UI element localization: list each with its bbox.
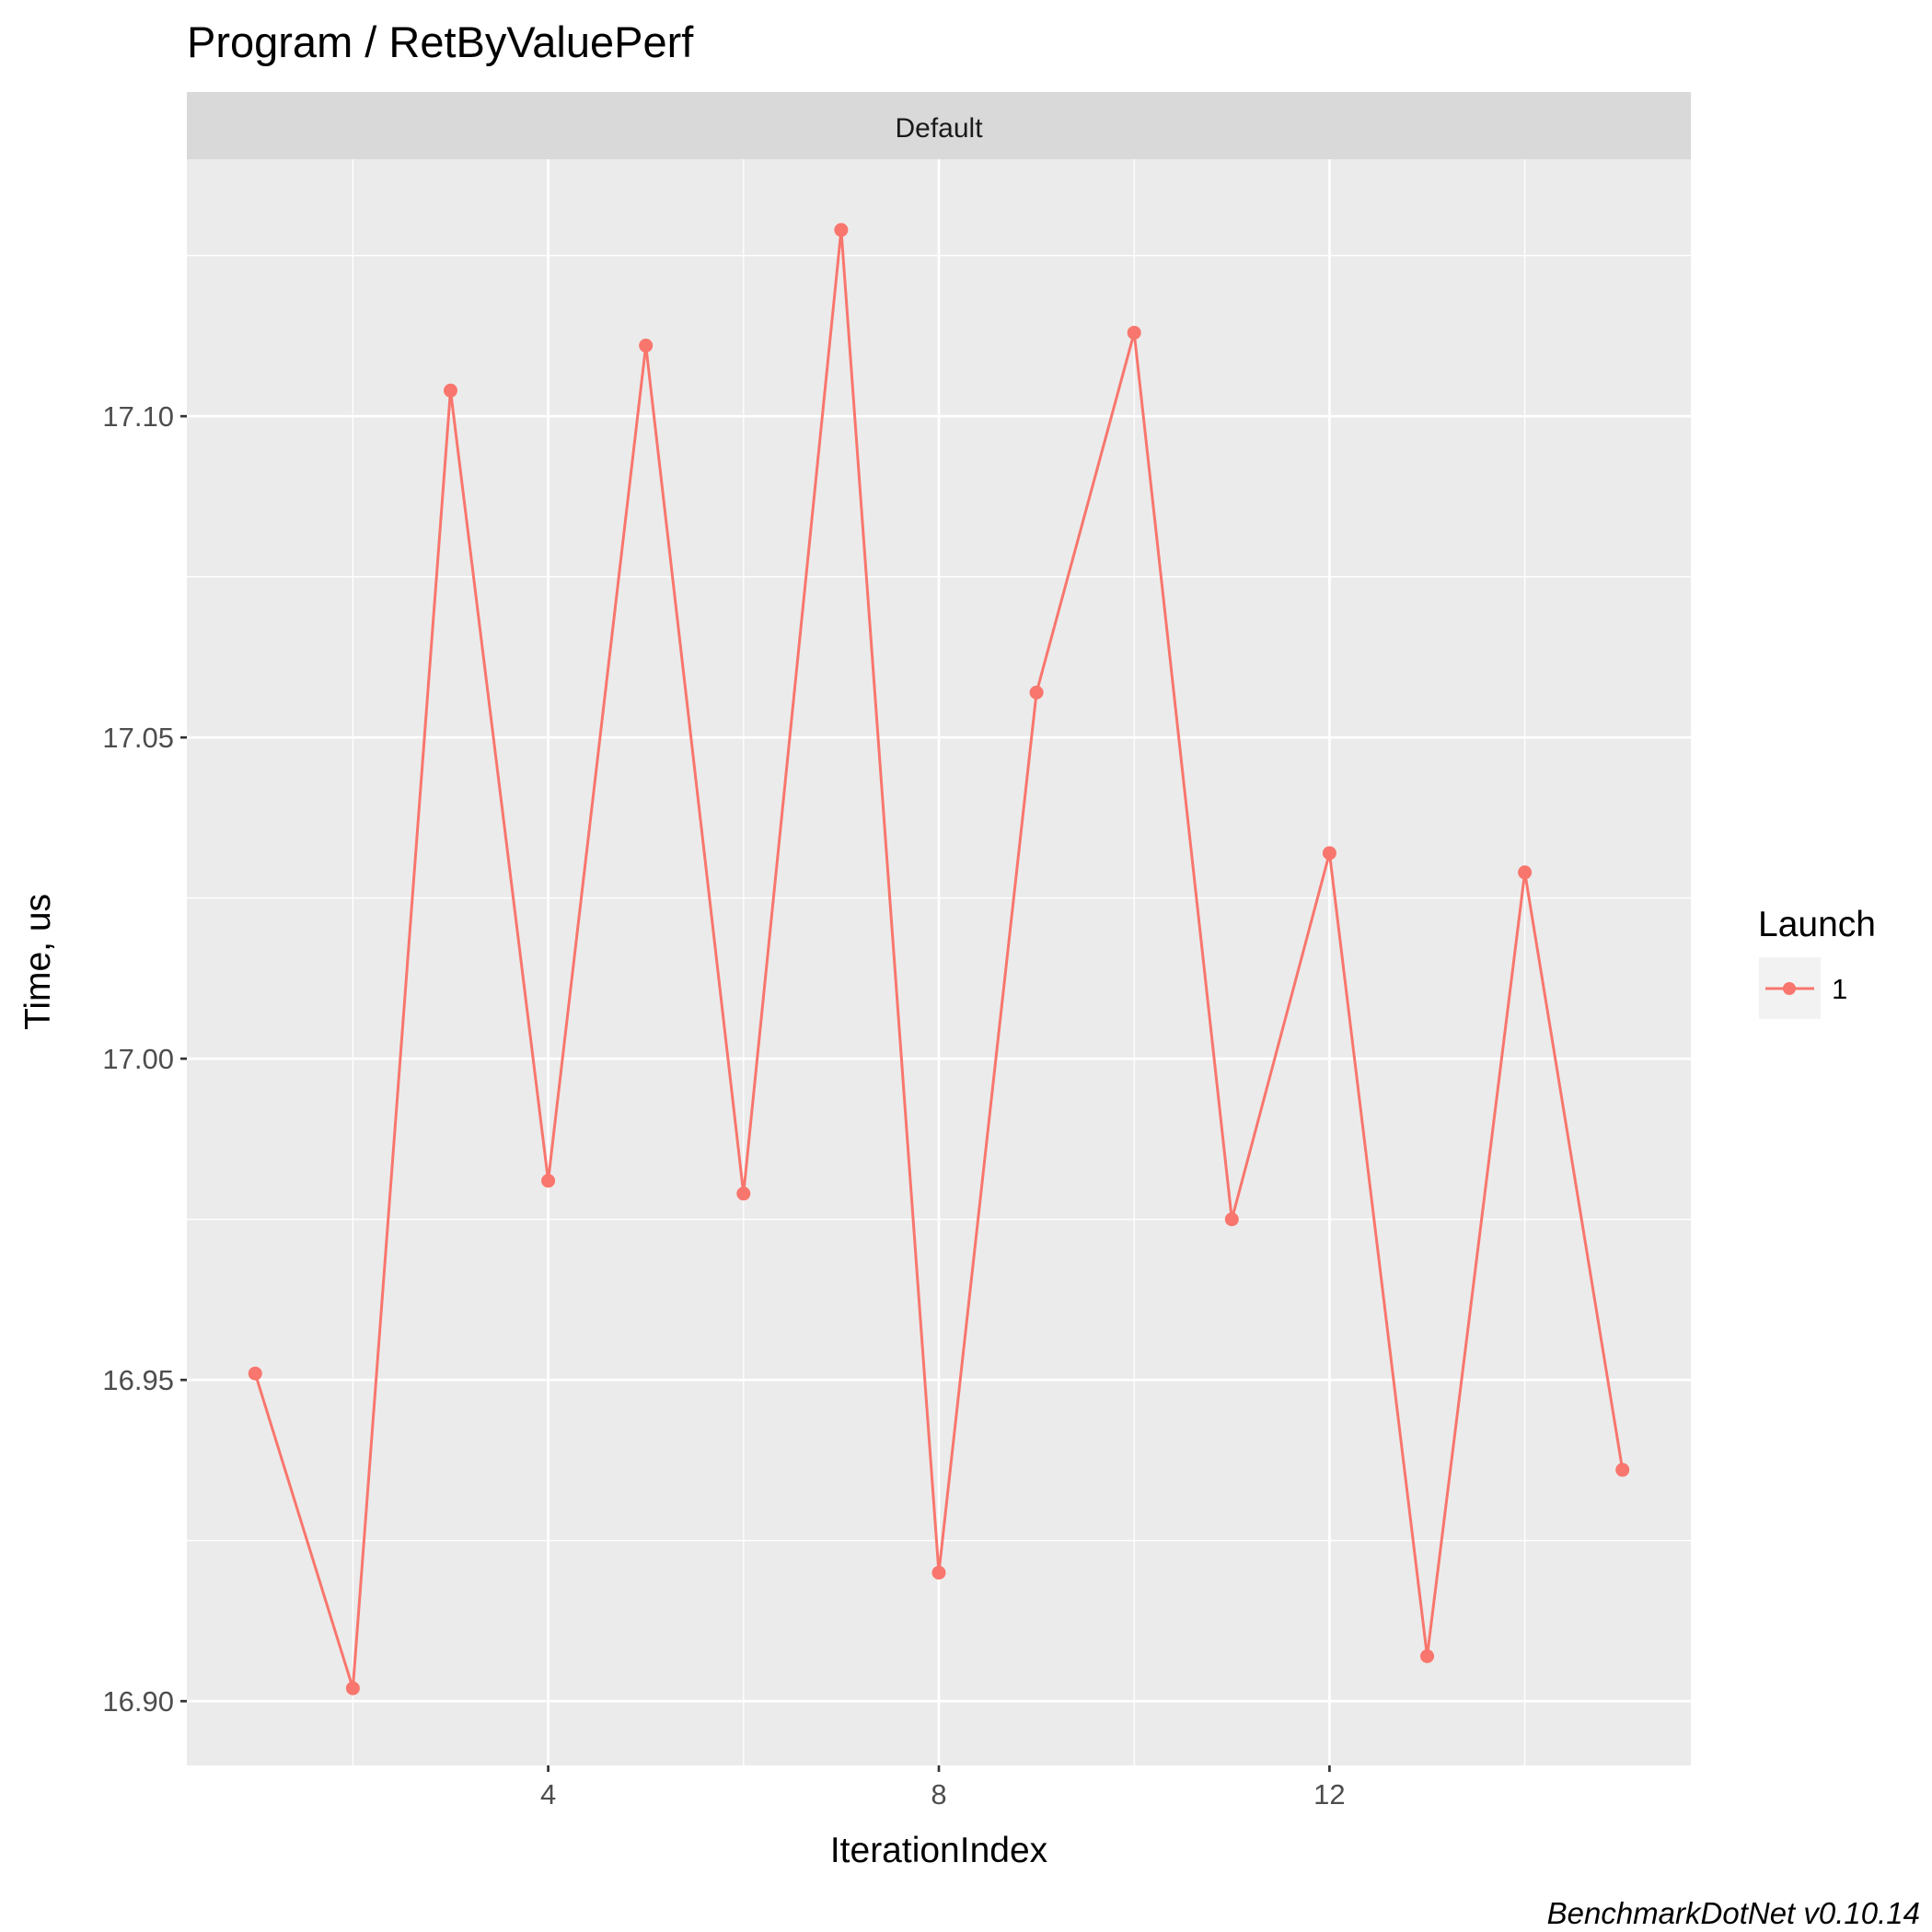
y-tick-label: 17.00 bbox=[102, 1043, 174, 1075]
data-point bbox=[1518, 865, 1533, 880]
major-gridlines bbox=[187, 159, 1691, 1765]
facet-label: Default bbox=[895, 113, 983, 144]
chart-title: Program / RetByValuePerf bbox=[187, 17, 694, 66]
x-axis-title: IterationIndex bbox=[830, 1831, 1048, 1870]
x-tick-label: 8 bbox=[931, 1778, 946, 1811]
series-layer bbox=[248, 223, 1630, 1695]
y-tick-label: 16.90 bbox=[102, 1685, 174, 1718]
x-tick-label: 12 bbox=[1313, 1778, 1345, 1811]
data-point bbox=[931, 1566, 946, 1580]
facet-strip bbox=[187, 92, 1691, 159]
data-point bbox=[736, 1186, 751, 1201]
y-axis: 16.90 16.95 17.00 17.05 17.10 bbox=[102, 400, 187, 1718]
y-tick-label: 17.05 bbox=[102, 722, 174, 754]
y-tick-label: 17.10 bbox=[102, 400, 174, 433]
data-point bbox=[248, 1366, 262, 1381]
data-point bbox=[834, 223, 849, 237]
caption: BenchmarkDotNet v0.10.14 bbox=[1547, 1896, 1920, 1930]
x-axis: 4 8 12 bbox=[540, 1765, 1346, 1811]
data-point bbox=[541, 1174, 556, 1188]
x-tick-label: 4 bbox=[540, 1778, 556, 1811]
data-point bbox=[639, 338, 654, 353]
data-point bbox=[1420, 1649, 1435, 1663]
data-point bbox=[1029, 685, 1044, 700]
legend: Launch 1 bbox=[1758, 905, 1876, 1019]
data-point bbox=[1127, 325, 1141, 340]
data-point bbox=[1322, 846, 1336, 861]
data-point bbox=[443, 383, 457, 398]
legend-label-series-1: 1 bbox=[1832, 973, 1847, 1005]
data-point bbox=[1224, 1212, 1239, 1227]
legend-title: Launch bbox=[1758, 905, 1876, 944]
y-tick-label: 16.95 bbox=[102, 1364, 174, 1396]
data-point bbox=[345, 1681, 360, 1695]
y-axis-title: Time, us bbox=[18, 894, 58, 1030]
data-point bbox=[1615, 1463, 1630, 1477]
legend-key-point bbox=[1783, 982, 1796, 995]
